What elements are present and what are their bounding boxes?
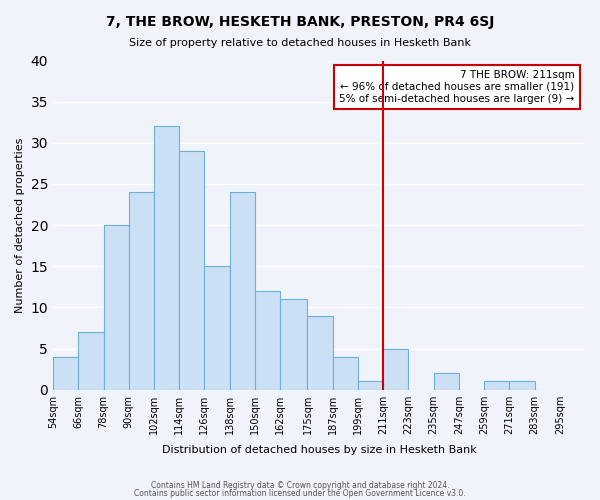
Bar xyxy=(53,356,78,390)
Bar xyxy=(104,225,129,390)
Bar xyxy=(434,373,459,390)
Bar xyxy=(484,382,509,390)
Text: Contains HM Land Registry data © Crown copyright and database right 2024.: Contains HM Land Registry data © Crown c… xyxy=(151,481,449,490)
Text: 7, THE BROW, HESKETH BANK, PRESTON, PR4 6SJ: 7, THE BROW, HESKETH BANK, PRESTON, PR4 … xyxy=(106,15,494,29)
X-axis label: Distribution of detached houses by size in Hesketh Bank: Distribution of detached houses by size … xyxy=(161,445,476,455)
Text: 7 THE BROW: 211sqm
← 96% of detached houses are smaller (191)
5% of semi-detache: 7 THE BROW: 211sqm ← 96% of detached hou… xyxy=(339,70,574,104)
Bar xyxy=(154,126,179,390)
Bar xyxy=(280,299,307,390)
Bar xyxy=(255,291,280,390)
Bar xyxy=(509,382,535,390)
Text: Contains public sector information licensed under the Open Government Licence v3: Contains public sector information licen… xyxy=(134,488,466,498)
Bar xyxy=(129,192,154,390)
Bar xyxy=(332,356,358,390)
Text: Size of property relative to detached houses in Hesketh Bank: Size of property relative to detached ho… xyxy=(129,38,471,48)
Y-axis label: Number of detached properties: Number of detached properties xyxy=(15,138,25,313)
Bar xyxy=(78,332,104,390)
Bar xyxy=(307,316,332,390)
Bar xyxy=(358,382,383,390)
Bar xyxy=(230,192,255,390)
Bar xyxy=(383,348,409,390)
Bar xyxy=(179,151,205,390)
Bar xyxy=(205,266,230,390)
